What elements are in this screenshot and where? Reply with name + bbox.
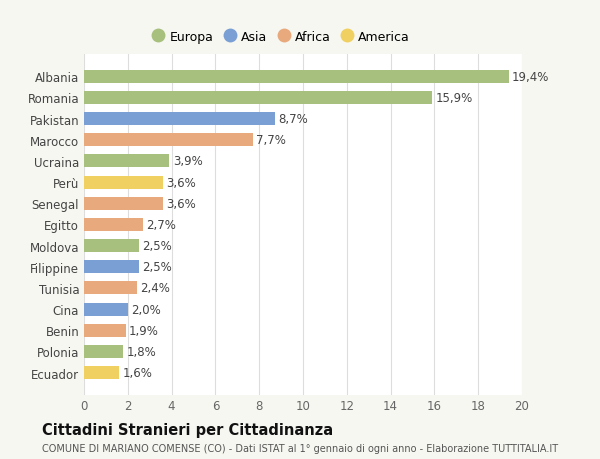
Bar [84,261,139,274]
Bar [84,197,163,210]
Text: 3,9%: 3,9% [173,155,202,168]
Text: 2,5%: 2,5% [142,240,172,252]
Bar [84,71,509,84]
Text: 7,7%: 7,7% [256,134,286,147]
Text: 1,6%: 1,6% [122,366,152,379]
Text: 15,9%: 15,9% [436,92,473,105]
Bar [84,155,169,168]
Text: 2,4%: 2,4% [140,282,170,295]
Text: 1,9%: 1,9% [129,324,159,337]
Text: 2,0%: 2,0% [131,303,161,316]
Bar [84,113,275,126]
Text: 19,4%: 19,4% [512,71,550,84]
Bar [84,176,163,189]
Text: 2,5%: 2,5% [142,261,172,274]
Text: 8,7%: 8,7% [278,113,308,126]
Bar [84,218,143,231]
Bar [84,282,137,295]
Text: 1,8%: 1,8% [127,345,157,358]
Bar [84,240,139,252]
Bar [84,92,432,105]
Text: COMUNE DI MARIANO COMENSE (CO) - Dati ISTAT al 1° gennaio di ogni anno - Elabora: COMUNE DI MARIANO COMENSE (CO) - Dati IS… [42,443,558,453]
Text: 2,7%: 2,7% [146,218,176,231]
Legend: Europa, Asia, Africa, America: Europa, Asia, Africa, America [152,31,410,44]
Text: 3,6%: 3,6% [166,197,196,210]
Text: 3,6%: 3,6% [166,176,196,189]
Bar [84,366,119,379]
Bar [84,134,253,147]
Bar [84,345,124,358]
Text: Cittadini Stranieri per Cittadinanza: Cittadini Stranieri per Cittadinanza [42,422,333,437]
Bar [84,324,125,337]
Bar [84,303,128,316]
